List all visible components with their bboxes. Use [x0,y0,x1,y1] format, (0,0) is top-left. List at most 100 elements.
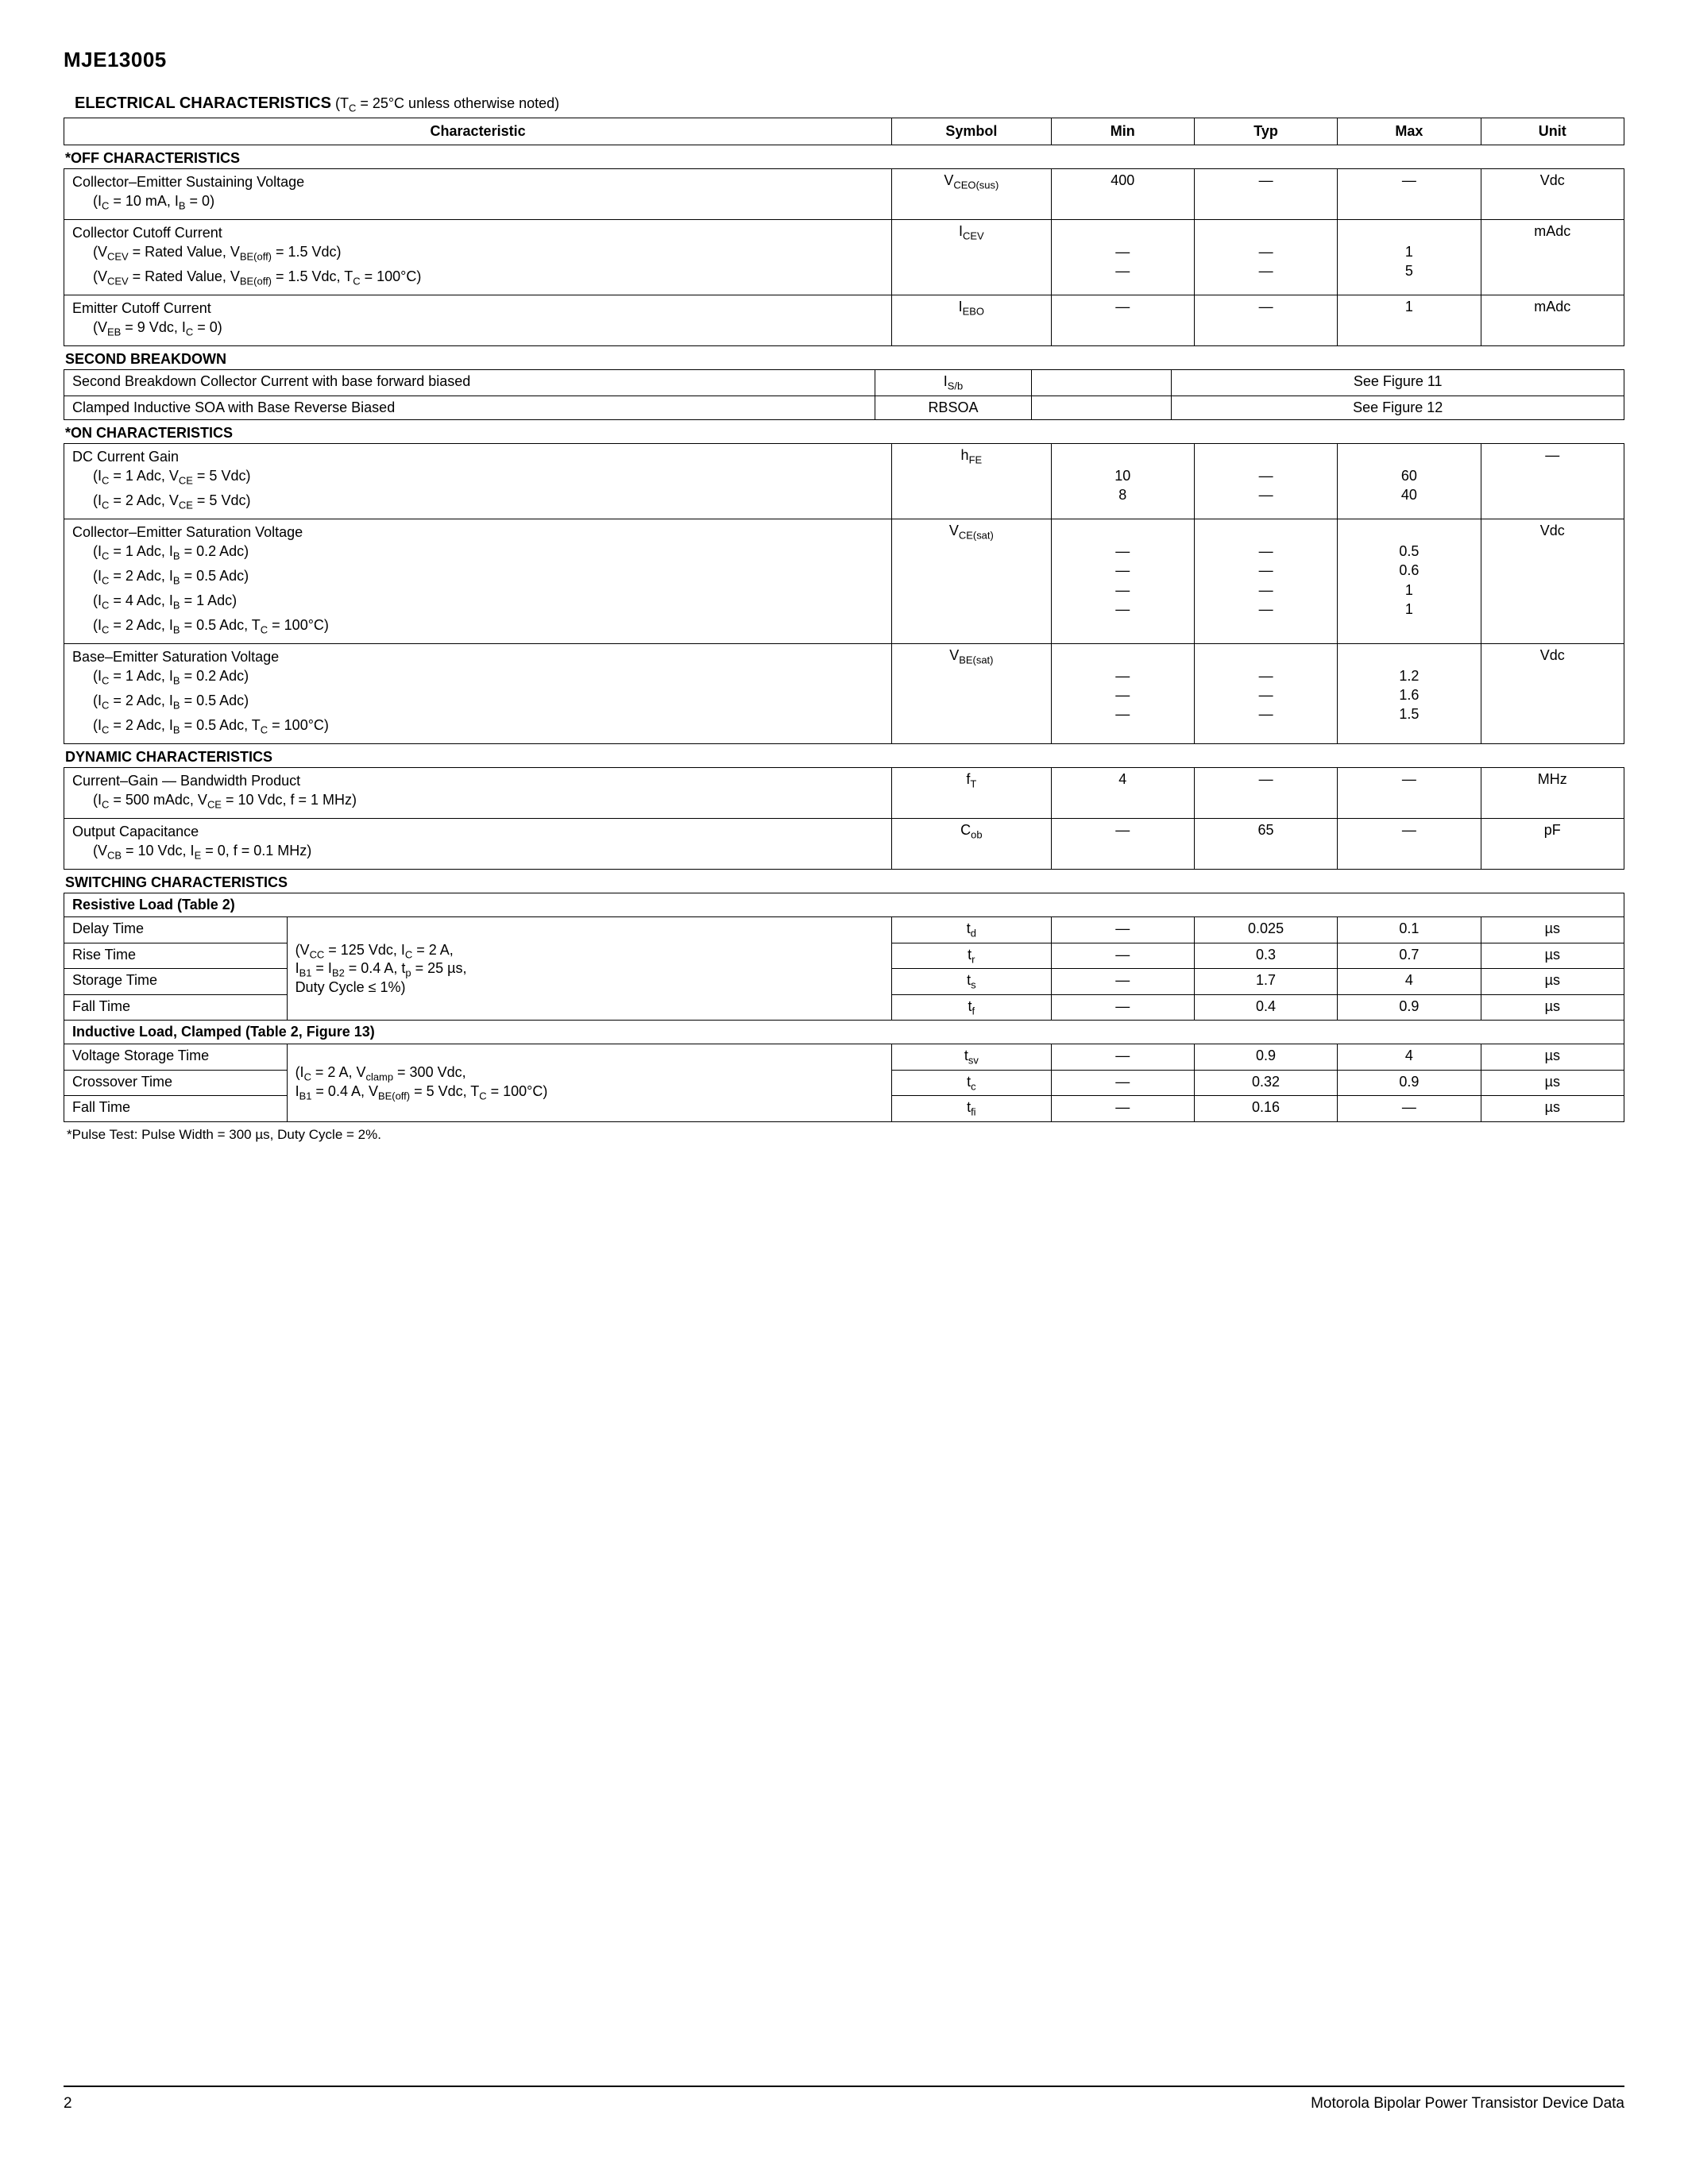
t: — [1259,601,1273,617]
t: (I [93,592,102,608]
t: = Rated Value, V [129,244,240,260]
t: C [102,623,109,635]
t: BE(off) [378,1090,410,1102]
t: DC Current Gain [72,449,179,465]
t: — [1051,818,1194,869]
t: = 0.2 Adc) [180,668,249,684]
t: µs [1481,943,1624,969]
t: B [173,550,180,562]
t: = 0.4 A, V [311,1083,378,1099]
t: — [1115,601,1130,617]
t: — [1115,263,1130,279]
t: = 100°C) [361,268,422,284]
t: — [1115,668,1130,684]
cell-text: Collector–Emitter Sustaining Voltage [72,174,304,190]
t: B [173,699,180,711]
t: clamp [365,1071,393,1083]
t: = 1 Adc, I [109,668,173,684]
t: 0.9 [1338,994,1481,1021]
t: — [1115,562,1130,578]
table-row: DC Current Gain (IC = 1 Adc, VCE = 5 Vdc… [64,443,1624,519]
t: = 0, f = 0.1 MHz) [201,843,311,859]
t: µs [1481,969,1624,995]
t: Inductive Load, Clamped (Table 2, Figure… [64,1021,1624,1044]
table-row: Clamped Inductive SOA with Base Reverse … [64,396,1624,419]
th-typ: Typ [1194,118,1337,145]
t: E [195,850,202,862]
t: C [304,1071,311,1083]
t: — [1259,487,1273,503]
t: (I [295,1064,304,1080]
t: = 9 Vdc, I [121,319,186,335]
t: 40 [1401,487,1417,503]
t: — [1051,1044,1194,1071]
t: 60 [1401,468,1417,484]
t: µs [1481,1044,1624,1071]
t: = 300 Vdc, [393,1064,466,1080]
th-max: Max [1338,118,1481,145]
table-row: Emitter Cutoff Current (VEB = 9 Vdc, IC … [64,295,1624,345]
t: sv [968,1055,979,1067]
header-table: Characteristic Symbol Min Typ Max Unit [64,118,1624,145]
table-row: Resistive Load (Table 2) [64,893,1624,916]
t: s [971,979,975,991]
t: = 2 Adc, I [109,693,173,708]
off-head: *OFF CHARACTERISTICS [65,150,1624,167]
section-title: ELECTRICAL CHARACTERISTICS (TC = 25°C un… [75,95,1624,114]
t: = 5 Vdc) [193,492,251,508]
t: = 500 mAdc, V [109,792,207,808]
t: = I [311,960,332,976]
table-row: Collector–Emitter Saturation Voltage (IC… [64,519,1624,643]
t: EB [107,326,121,338]
t: — [1259,263,1273,279]
t: = 1 Adc) [180,592,238,608]
t: µs [1481,994,1624,1021]
title-cond-1: (T [331,95,349,111]
t: C [102,674,109,686]
th-unit: Unit [1481,118,1624,145]
t: = 2 A, V [311,1064,366,1080]
th-sym: Symbol [892,118,1051,145]
t: 4 [1338,969,1481,995]
t: fi [971,1106,975,1118]
t: µs [1481,916,1624,943]
t: — [1051,1070,1194,1096]
t: = 100°C) [487,1083,548,1099]
dyn-table: Current–Gain — Bandwidth Product (IC = 5… [64,767,1624,870]
t: — [1259,582,1273,598]
t: r [971,953,975,965]
t: C [479,1090,486,1102]
t: — [1051,969,1194,995]
t: (I [93,468,102,484]
t: = 10 Vdc, I [122,843,195,859]
t: (I [93,792,102,808]
t: 0.1 [1338,916,1481,943]
sb-head: SECOND BREAKDOWN [65,351,1624,368]
t: Delay Time [64,916,288,943]
t: V [944,172,953,188]
t: f [972,1005,975,1017]
t: 0.7 [1338,943,1481,969]
t: 10 [1114,468,1130,484]
t: C [102,575,109,587]
t: (I [93,568,102,584]
t: V [949,523,959,538]
t: S/b [948,380,963,392]
t: (V [93,319,107,335]
t: 1.2 [1399,668,1419,684]
t: (I [93,543,102,559]
t: See Figure 11 [1172,370,1624,396]
t: = 1.5 Vdc, T [272,268,353,284]
t: — [1115,582,1130,598]
t: Second Breakdown Collector Current with … [64,370,875,396]
t: — [1194,295,1337,345]
t: d [971,928,976,940]
t: Fall Time [64,1096,288,1122]
th-min: Min [1051,118,1194,145]
t: = 0.2 Adc) [180,543,249,559]
t: C [102,499,109,511]
t: B2 [332,967,345,979]
t: 4 [1051,767,1194,818]
t: CEO(sus) [953,179,999,191]
t: (V [295,942,310,958]
